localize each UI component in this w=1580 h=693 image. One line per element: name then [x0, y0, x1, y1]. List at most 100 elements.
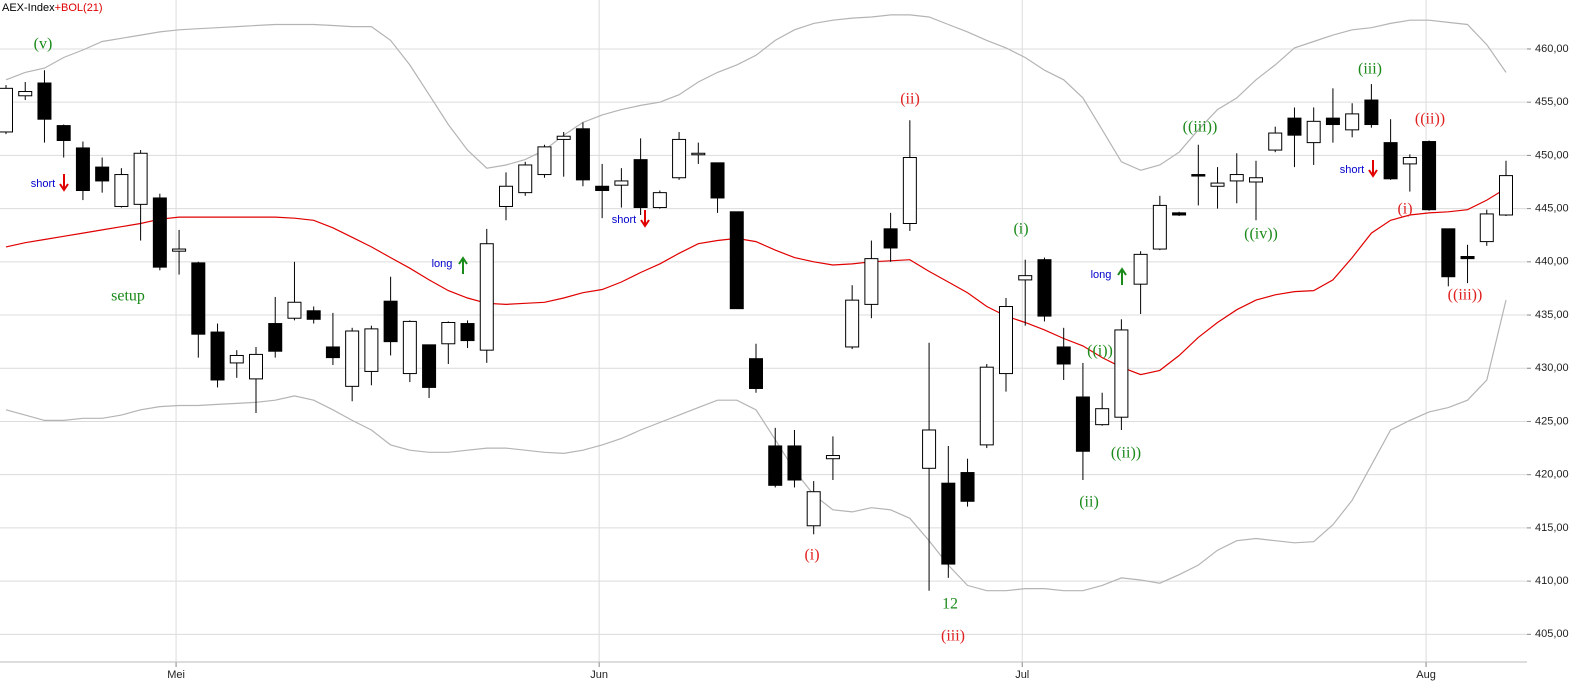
- candle-body: [499, 185, 513, 207]
- candle-body: [18, 91, 33, 97]
- annotation: (iii): [941, 628, 965, 645]
- candle-body: [1095, 408, 1110, 426]
- y-tick-label: 415,00: [1535, 522, 1569, 534]
- candle-body: [1037, 259, 1052, 317]
- candle-body: [1249, 177, 1263, 183]
- candle-body: [729, 211, 744, 310]
- chart-header: AEX-Index+BOL(21): [2, 2, 103, 14]
- candle-body: [287, 301, 302, 319]
- annotation: ((iii)): [1448, 287, 1483, 304]
- candle-body: [1056, 346, 1071, 365]
- candle-body: [383, 300, 398, 343]
- candle-body: [1479, 213, 1494, 243]
- candle-body: [1306, 120, 1321, 144]
- x-tick-label: Aug: [1416, 669, 1436, 681]
- candle-body: [1133, 253, 1148, 285]
- annotation: (i): [1397, 201, 1412, 218]
- candle-body: [56, 125, 71, 141]
- y-tick-label: 410,00: [1535, 575, 1569, 587]
- annotation: (i): [804, 547, 819, 564]
- candle-body: [306, 310, 321, 320]
- short-arrow: [640, 210, 650, 228]
- candle-body: [979, 366, 994, 446]
- candle-body: [479, 243, 494, 351]
- candle-body: [1287, 117, 1302, 136]
- axes: 405,00 410,00 415,00 420,00 425,00 430,00 435,…: [0, 43, 1569, 681]
- candle-body: [672, 138, 687, 179]
- x-tick-label: Jun: [590, 669, 608, 681]
- annotation: (ii): [900, 91, 920, 108]
- candle-body: [1018, 275, 1033, 281]
- annotation: long: [432, 258, 453, 270]
- annotation: short: [612, 214, 636, 226]
- candle-body: [325, 346, 340, 359]
- annotation: (ii): [1079, 494, 1099, 511]
- candle-body: [749, 358, 763, 389]
- candle-body: [1172, 212, 1187, 216]
- y-tick-label: 425,00: [1535, 415, 1569, 427]
- y-tick-label: 405,00: [1535, 628, 1569, 640]
- candle-body: [1364, 99, 1379, 126]
- band-line: [5, 14, 1507, 171]
- candle-body: [268, 323, 283, 352]
- annotations: (v) short setup long short (i) (ii) 12 (iii) (i) l…: [31, 36, 1483, 645]
- candle-body: [114, 174, 129, 207]
- y-tick-label: 430,00: [1535, 362, 1569, 374]
- candle-body: [191, 262, 206, 335]
- candle-body: [787, 445, 802, 481]
- candle-body: [633, 159, 648, 209]
- candle-body: [1268, 132, 1283, 151]
- candle-body: [1114, 329, 1129, 418]
- candle-body: [152, 197, 167, 268]
- y-tick-label: 440,00: [1535, 256, 1569, 268]
- candle-body: [960, 472, 975, 502]
- short-arrow: [59, 174, 69, 192]
- candle-body: [402, 320, 417, 375]
- candle-body: [537, 146, 552, 176]
- candle-body: [883, 228, 898, 249]
- candle-body: [1383, 142, 1398, 180]
- candle-body: [864, 258, 879, 305]
- annotation: ((iv)): [1244, 226, 1278, 243]
- annotation: ((ii)): [1415, 111, 1445, 128]
- candle-body: [806, 491, 821, 527]
- candle-body: [1210, 182, 1225, 187]
- x-tick-label: Mei: [167, 669, 185, 681]
- candle-body: [1229, 174, 1244, 182]
- candle-body: [1402, 157, 1417, 165]
- candle-body: [133, 152, 148, 205]
- candle-body: [845, 299, 860, 348]
- candle-body: [364, 328, 379, 372]
- candle-body: [575, 128, 590, 181]
- candle-body: [345, 330, 360, 387]
- short-arrow: [1368, 160, 1378, 178]
- candle-body: [1191, 174, 1206, 177]
- annotation: short: [31, 178, 55, 190]
- candle-body: [710, 162, 725, 199]
- candle-body: [691, 152, 706, 156]
- candle-body: [229, 354, 244, 364]
- annotation: (i): [1013, 221, 1028, 238]
- y-tick-label: 420,00: [1535, 469, 1569, 481]
- annotation: ((iii)): [1183, 119, 1218, 136]
- candle-body: [1499, 175, 1513, 216]
- y-tick-label: 435,00: [1535, 309, 1569, 321]
- candles: [0, 70, 1513, 591]
- annotation: (v): [34, 36, 53, 53]
- candle-body: [75, 147, 90, 192]
- candle-body: [1345, 113, 1360, 131]
- long-arrow: [1117, 267, 1127, 285]
- candle-body: [902, 157, 917, 225]
- candle-body: [999, 306, 1013, 375]
- chart-title: AEX-Index: [2, 2, 55, 14]
- annotation: 12: [942, 596, 958, 613]
- candle-body: [1152, 204, 1167, 250]
- candle-body: [825, 455, 840, 460]
- y-tick-label: 455,00: [1535, 96, 1569, 108]
- candle-body: [595, 185, 610, 192]
- annotation: short: [1340, 164, 1364, 176]
- candle-body: [1441, 228, 1456, 278]
- band-line: [5, 187, 1507, 376]
